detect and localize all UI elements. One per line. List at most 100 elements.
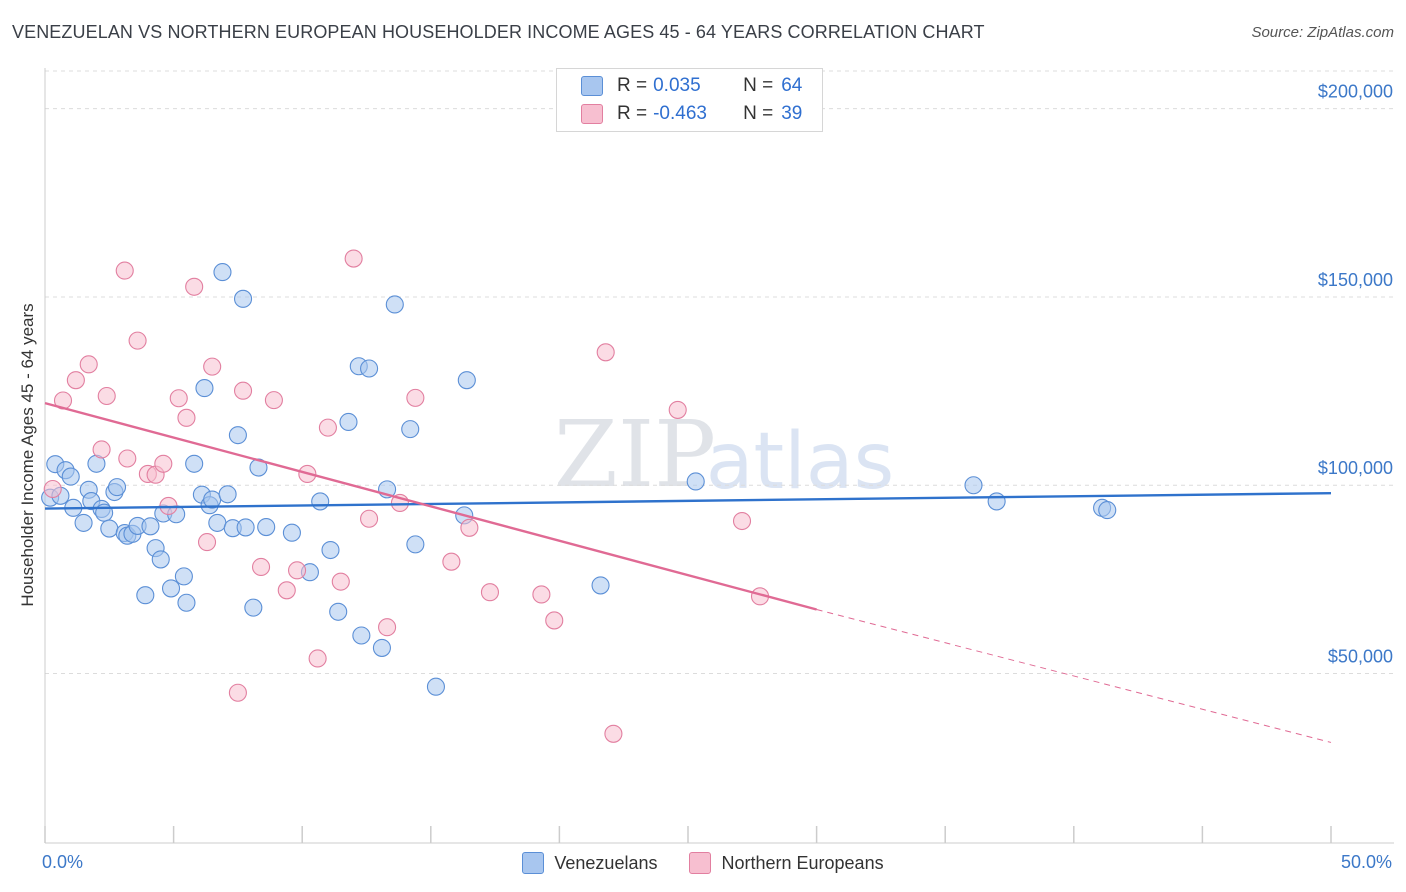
venezuelan-point — [339, 412, 358, 432]
venezuelan-point — [195, 379, 214, 398]
northern-european-point — [43, 479, 62, 499]
venezuelan-point — [329, 602, 348, 621]
northern-european-point — [228, 683, 247, 702]
venezuelan-point — [321, 540, 340, 560]
northern-european-trend-line — [44, 401, 817, 611]
northern-european-point — [79, 355, 98, 374]
northern-european-point — [277, 581, 296, 600]
venezuelan-point — [244, 598, 263, 617]
venezuelan-point — [174, 567, 193, 586]
source-credit: Source: ZipAtlas.com — [1251, 24, 1394, 41]
venezuelan-point — [228, 426, 247, 445]
northern-european-point — [331, 572, 350, 591]
legend-r-label: R = — [617, 75, 648, 96]
legend-row-northern-europeans: R = -0.463 N = 39 — [581, 101, 802, 127]
northern-european-point — [233, 381, 253, 400]
venezuelan-point — [136, 586, 155, 605]
northern-european-point — [251, 557, 271, 577]
venezuelan-point — [406, 535, 425, 554]
venezuelan-point — [185, 454, 204, 473]
x-axis-min-label: 0.0% — [42, 852, 84, 872]
watermark-zip: ZIP — [554, 401, 716, 508]
northern-european-point — [264, 391, 283, 410]
venezuelan-point — [311, 492, 330, 511]
northern-european-point — [288, 561, 307, 580]
northern-european-point — [115, 261, 134, 280]
venezuelan-point — [61, 467, 80, 486]
venezuelan-point — [236, 518, 255, 537]
legend-n-label: N = — [743, 103, 774, 124]
venezuelan-point — [352, 626, 371, 645]
series-legend: Venezuelans Northern Europeans — [0, 852, 1406, 874]
y-tick-label: $200,000 — [1318, 82, 1393, 102]
northern-european-point — [177, 408, 196, 427]
northern-european-point — [203, 357, 222, 376]
northern-european-point — [154, 454, 173, 473]
venezuelan-point — [686, 472, 705, 491]
legend-swatch-venezuelans — [581, 76, 603, 96]
northern-european-point — [66, 371, 85, 390]
y-tick-label: $150,000 — [1318, 270, 1393, 290]
northern-european-point — [460, 518, 479, 537]
y-tick-label: $50,000 — [1328, 647, 1393, 667]
legend-label-northern-europeans: Northern Europeans — [721, 852, 884, 873]
venezuelan-point — [218, 485, 237, 504]
northern-european-point — [406, 388, 425, 407]
northern-european-point — [197, 533, 217, 552]
northern-european-point — [732, 511, 752, 531]
northern-european-point — [169, 389, 188, 408]
venezuelan-point — [426, 677, 445, 696]
legend-swatch-northern-europeans — [689, 852, 712, 874]
northern-european-point — [668, 400, 687, 419]
venezuelan-point — [141, 517, 160, 536]
northern-european-point — [92, 440, 111, 459]
northern-european-point — [128, 331, 147, 350]
northern-european-trend-extension — [816, 609, 1332, 743]
venezuelan-point — [372, 638, 391, 657]
legend-item-venezuelans: Venezuelans — [522, 852, 657, 874]
northern-european-point — [596, 343, 615, 362]
venezuelan-point — [360, 359, 379, 378]
venezuelan-point — [74, 513, 93, 532]
northern-european-point — [118, 449, 137, 468]
legend-n-label: N = — [743, 75, 774, 96]
watermark-atlas: atlas — [706, 417, 895, 507]
legend-swatch-northern-europeans — [581, 104, 603, 124]
y-tick-label: $100,000 — [1318, 458, 1393, 478]
legend-r-value: 0.035 — [653, 75, 701, 96]
venezuelan-point — [1098, 501, 1117, 520]
northern-european-point — [545, 611, 564, 630]
venezuelan-point — [107, 478, 127, 497]
northern-european-point — [308, 649, 327, 668]
venezuelan-point — [213, 263, 232, 282]
venezuelan-point — [964, 476, 983, 495]
northern-european-point — [344, 249, 363, 268]
northern-european-point — [442, 552, 461, 571]
venezuelan-point — [208, 513, 227, 532]
legend-label-venezuelans: Venezuelans — [554, 852, 658, 873]
venezuelan-point — [591, 576, 610, 595]
venezuelan-point — [100, 519, 119, 538]
venezuelan-point — [457, 371, 476, 390]
legend-n-value: 64 — [781, 75, 803, 96]
northern-european-point — [532, 585, 551, 604]
northern-european-point — [185, 277, 204, 296]
legend-r-value: -0.463 — [653, 103, 707, 124]
northern-european-point — [604, 724, 623, 743]
venezuelan-point — [151, 550, 170, 569]
venezuelan-point — [987, 492, 1006, 511]
northern-european-point — [97, 386, 116, 406]
venezuelan-point — [257, 517, 276, 537]
venezuelan-point — [282, 523, 301, 542]
venezuelan-point — [401, 420, 420, 439]
venezuelan-trend-line — [44, 491, 1332, 510]
venezuelan-point — [233, 289, 253, 308]
venezuelan-point — [161, 579, 181, 598]
venezuelan-point — [177, 593, 196, 612]
legend-row-venezuelans: R = 0.035 N = 64 — [581, 73, 802, 99]
chart-title: VENEZUELAN VS NORTHERN EUROPEAN HOUSEHOL… — [12, 22, 985, 42]
northern-european-point — [360, 509, 379, 528]
legend-n-value: 39 — [781, 103, 803, 124]
legend-r-label: R = — [617, 103, 648, 124]
